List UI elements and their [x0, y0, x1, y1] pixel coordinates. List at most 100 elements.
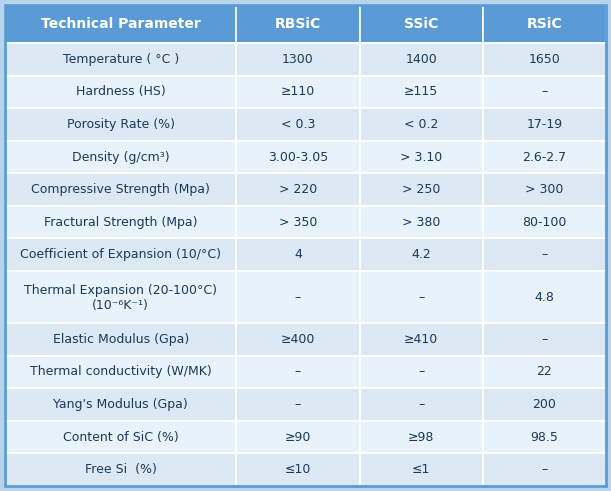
Text: 1400: 1400 — [405, 53, 437, 66]
Text: ≥115: ≥115 — [404, 85, 438, 98]
Text: 80-100: 80-100 — [522, 216, 566, 229]
Text: 4.2: 4.2 — [411, 248, 431, 261]
Bar — [236, 108, 360, 141]
Text: –: – — [541, 85, 547, 98]
Text: > 3.10: > 3.10 — [400, 151, 442, 164]
Text: 2.6-2.7: 2.6-2.7 — [522, 151, 566, 164]
Bar — [483, 323, 606, 355]
Bar — [483, 388, 606, 421]
Text: < 0.2: < 0.2 — [404, 118, 438, 131]
Text: > 250: > 250 — [402, 183, 441, 196]
Text: Elastic Modulus (Gpa): Elastic Modulus (Gpa) — [53, 333, 189, 346]
Text: Coefficient of Expansion (10/°C): Coefficient of Expansion (10/°C) — [20, 248, 221, 261]
Text: 4.8: 4.8 — [535, 291, 554, 303]
Bar — [236, 271, 360, 323]
Bar — [483, 355, 606, 388]
Text: 1300: 1300 — [282, 53, 314, 66]
Bar — [5, 5, 236, 43]
Bar — [360, 108, 483, 141]
Bar — [483, 108, 606, 141]
Text: 3.00-3.05: 3.00-3.05 — [268, 151, 328, 164]
Text: 1650: 1650 — [529, 53, 560, 66]
Bar — [360, 355, 483, 388]
Bar — [236, 206, 360, 239]
Text: ≥410: ≥410 — [404, 333, 438, 346]
Bar — [360, 453, 483, 486]
Text: > 350: > 350 — [279, 216, 317, 229]
Text: Thermal conductivity (W/MK): Thermal conductivity (W/MK) — [30, 365, 211, 379]
Text: Technical Parameter: Technical Parameter — [41, 17, 200, 31]
Text: ≤10: ≤10 — [285, 463, 311, 476]
Bar — [360, 5, 483, 43]
Bar — [236, 173, 360, 206]
Bar — [360, 206, 483, 239]
Bar — [5, 206, 236, 239]
Text: ≥400: ≥400 — [281, 333, 315, 346]
Bar — [360, 173, 483, 206]
Bar — [236, 5, 360, 43]
Bar — [5, 323, 236, 355]
Bar — [360, 141, 483, 173]
Text: –: – — [541, 333, 547, 346]
Bar — [483, 453, 606, 486]
Text: < 0.3: < 0.3 — [281, 118, 315, 131]
Bar — [483, 173, 606, 206]
Bar — [483, 43, 606, 76]
Bar — [5, 355, 236, 388]
Bar — [5, 388, 236, 421]
Bar — [5, 453, 236, 486]
Text: –: – — [541, 248, 547, 261]
Text: –: – — [418, 291, 424, 303]
Bar — [483, 271, 606, 323]
Text: ≤1: ≤1 — [412, 463, 430, 476]
Text: –: – — [541, 463, 547, 476]
Text: Thermal Expansion (20-100°C): Thermal Expansion (20-100°C) — [24, 284, 217, 297]
Text: > 220: > 220 — [279, 183, 317, 196]
Text: –: – — [295, 398, 301, 411]
Bar — [483, 239, 606, 271]
Bar — [236, 355, 360, 388]
Bar — [5, 271, 236, 323]
Bar — [5, 108, 236, 141]
Text: 22: 22 — [536, 365, 552, 379]
Text: 200: 200 — [532, 398, 557, 411]
Text: Fractural Strength (Mpa): Fractural Strength (Mpa) — [44, 216, 197, 229]
Bar — [360, 43, 483, 76]
Bar — [236, 323, 360, 355]
Text: –: – — [295, 365, 301, 379]
Bar — [360, 323, 483, 355]
Bar — [483, 76, 606, 108]
Text: ≥90: ≥90 — [285, 431, 311, 444]
Bar — [236, 421, 360, 453]
Text: 98.5: 98.5 — [530, 431, 558, 444]
Bar — [5, 43, 236, 76]
Text: RBSiC: RBSiC — [275, 17, 321, 31]
Text: 4: 4 — [294, 248, 302, 261]
Bar — [360, 239, 483, 271]
Text: –: – — [418, 398, 424, 411]
Bar — [483, 206, 606, 239]
Text: > 300: > 300 — [525, 183, 563, 196]
Text: ≥110: ≥110 — [281, 85, 315, 98]
Bar — [483, 5, 606, 43]
Text: Porosity Rate (%): Porosity Rate (%) — [67, 118, 175, 131]
Text: RSiC: RSiC — [527, 17, 562, 31]
Bar — [236, 453, 360, 486]
Text: Hardness (HS): Hardness (HS) — [76, 85, 166, 98]
Text: Temperature ( °C ): Temperature ( °C ) — [62, 53, 179, 66]
Text: Content of SiC (%): Content of SiC (%) — [63, 431, 178, 444]
Bar — [483, 421, 606, 453]
Text: Density (g/cm³): Density (g/cm³) — [72, 151, 169, 164]
Bar — [360, 76, 483, 108]
Bar — [5, 239, 236, 271]
Bar — [236, 141, 360, 173]
Text: (10⁻⁶K⁻¹): (10⁻⁶K⁻¹) — [92, 299, 149, 312]
Bar — [5, 141, 236, 173]
Text: Yang's Modulus (Gpa): Yang's Modulus (Gpa) — [53, 398, 188, 411]
Bar — [236, 388, 360, 421]
Text: Free Si  (%): Free Si (%) — [85, 463, 156, 476]
Bar — [360, 271, 483, 323]
Bar — [5, 76, 236, 108]
Bar — [5, 173, 236, 206]
Text: > 380: > 380 — [402, 216, 441, 229]
